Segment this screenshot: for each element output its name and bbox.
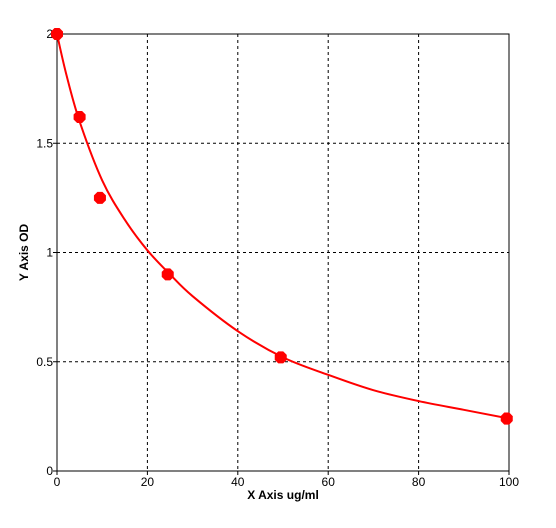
data-point <box>274 351 287 364</box>
y-tick-label: 1 <box>46 246 53 260</box>
fit-curve <box>56 33 510 420</box>
data-point <box>500 412 513 425</box>
y-tick-label: 2 <box>46 27 53 41</box>
y-tick-label: 1.5 <box>36 136 53 150</box>
data-point <box>50 27 64 41</box>
y-tick-label: 0.5 <box>36 355 53 369</box>
data-point <box>93 191 106 204</box>
y-tick-label: 0 <box>46 464 53 478</box>
x-tick-label: 20 <box>141 475 155 489</box>
x-tick-label: 80 <box>412 475 426 489</box>
x-tick-label: 60 <box>322 475 336 489</box>
x-tick-label: 100 <box>499 475 519 489</box>
x-axis-label: X Axis ug/ml <box>247 488 319 502</box>
data-point <box>73 111 86 124</box>
x-tick-label: 40 <box>231 475 245 489</box>
tick-marks <box>53 33 510 475</box>
data-points <box>50 27 513 425</box>
y-axis-label: Y Axis OD <box>17 223 31 281</box>
grid-lines <box>57 34 509 471</box>
x-tick-label: 0 <box>54 475 61 489</box>
tick-labels: 0 20 40 60 80 100 0 0.5 1 1.5 2 <box>36 27 519 489</box>
data-point <box>161 268 174 281</box>
